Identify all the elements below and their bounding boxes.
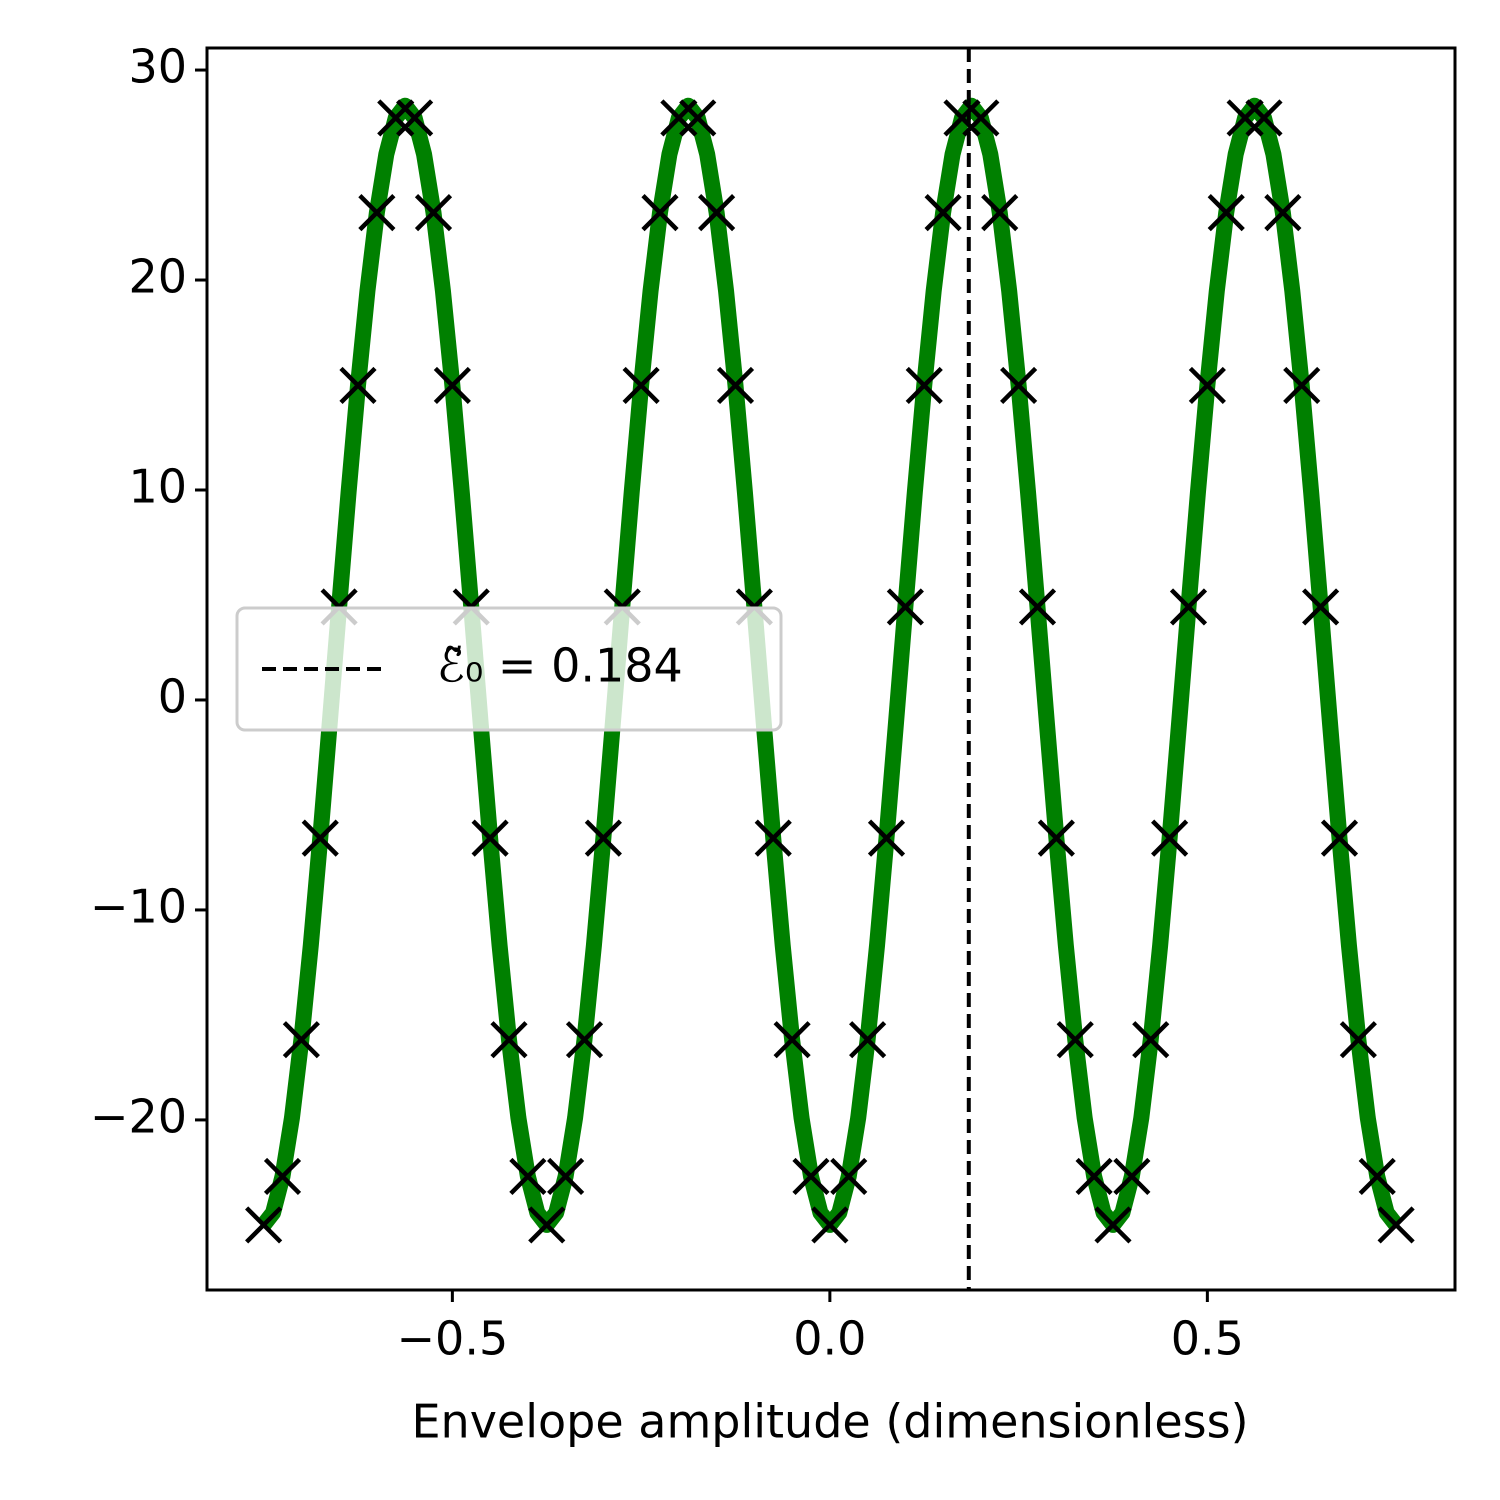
x-marker bbox=[1037, 819, 1075, 857]
x-marker bbox=[528, 1206, 566, 1244]
x-marker bbox=[1283, 366, 1321, 405]
x-marker bbox=[830, 1157, 868, 1195]
x-tick-label: 0.0 bbox=[793, 1312, 866, 1366]
x-marker bbox=[358, 194, 396, 232]
x-marker bbox=[1000, 366, 1038, 405]
x-marker bbox=[1264, 194, 1302, 232]
x-marker bbox=[565, 1021, 604, 1059]
x-tick-label: −0.5 bbox=[397, 1312, 509, 1366]
y-tick-label: −20 bbox=[90, 1089, 187, 1143]
x-marker bbox=[754, 819, 792, 857]
x-marker bbox=[1132, 1021, 1170, 1059]
plot-area bbox=[245, 97, 1415, 1244]
x-marker bbox=[471, 819, 509, 857]
x-marker bbox=[1339, 1021, 1377, 1059]
x-marker bbox=[867, 819, 906, 857]
x-marker bbox=[1151, 819, 1189, 857]
x-marker bbox=[339, 366, 377, 405]
x-marker bbox=[698, 194, 736, 232]
x-marker bbox=[1302, 588, 1340, 626]
x-marker bbox=[245, 1206, 283, 1244]
x-marker bbox=[943, 99, 981, 137]
x-marker bbox=[282, 1021, 320, 1059]
x-marker bbox=[886, 588, 924, 626]
x-marker bbox=[905, 366, 943, 405]
x-marker bbox=[547, 1157, 585, 1195]
x-marker bbox=[962, 99, 1000, 137]
legend-label: ℰ̃₀ = 0.184 bbox=[437, 639, 683, 693]
x-marker bbox=[1226, 99, 1264, 137]
x-marker bbox=[1377, 1206, 1415, 1244]
x-marker bbox=[509, 1157, 547, 1195]
x-marker bbox=[660, 99, 698, 137]
y-tick-label: 10 bbox=[128, 459, 187, 513]
x-marker bbox=[622, 366, 660, 405]
x-marker bbox=[1358, 1157, 1396, 1195]
x-marker bbox=[981, 194, 1019, 232]
x-marker bbox=[716, 366, 755, 405]
x-marker bbox=[924, 194, 962, 232]
legend-box bbox=[235, 606, 783, 732]
plot-frame bbox=[205, 46, 1457, 1292]
x-marker bbox=[1113, 1157, 1151, 1195]
y-tick-label: 30 bbox=[128, 40, 187, 94]
y-tick-label: −10 bbox=[90, 879, 187, 933]
x-marker bbox=[1075, 1157, 1113, 1195]
x-tick-label: 0.5 bbox=[1171, 1312, 1244, 1366]
x-marker bbox=[377, 99, 415, 137]
y-tick-label: 20 bbox=[128, 250, 187, 304]
x-marker bbox=[811, 1206, 849, 1244]
x-marker bbox=[849, 1021, 887, 1059]
x-marker bbox=[490, 1021, 528, 1059]
x-marker bbox=[263, 1157, 302, 1195]
x-marker bbox=[414, 194, 453, 232]
x-marker bbox=[1169, 588, 1208, 626]
x-marker bbox=[641, 194, 679, 232]
x-marker bbox=[1056, 1021, 1094, 1059]
x-marker bbox=[301, 819, 339, 857]
x-marker bbox=[433, 366, 471, 405]
x-marker bbox=[1018, 588, 1057, 626]
y-tick-label: 0 bbox=[158, 669, 187, 723]
x-marker bbox=[1245, 99, 1283, 137]
x-marker bbox=[773, 1021, 811, 1059]
x-marker bbox=[396, 99, 434, 137]
x-marker bbox=[1320, 819, 1359, 857]
x-marker bbox=[792, 1157, 830, 1195]
x-marker bbox=[584, 819, 622, 857]
x-marker bbox=[1188, 366, 1226, 405]
x-axis-label: Envelope amplitude (dimensionless) bbox=[411, 1395, 1248, 1449]
x-marker bbox=[1207, 194, 1245, 232]
x-marker bbox=[679, 99, 717, 137]
x-marker bbox=[1094, 1206, 1132, 1244]
